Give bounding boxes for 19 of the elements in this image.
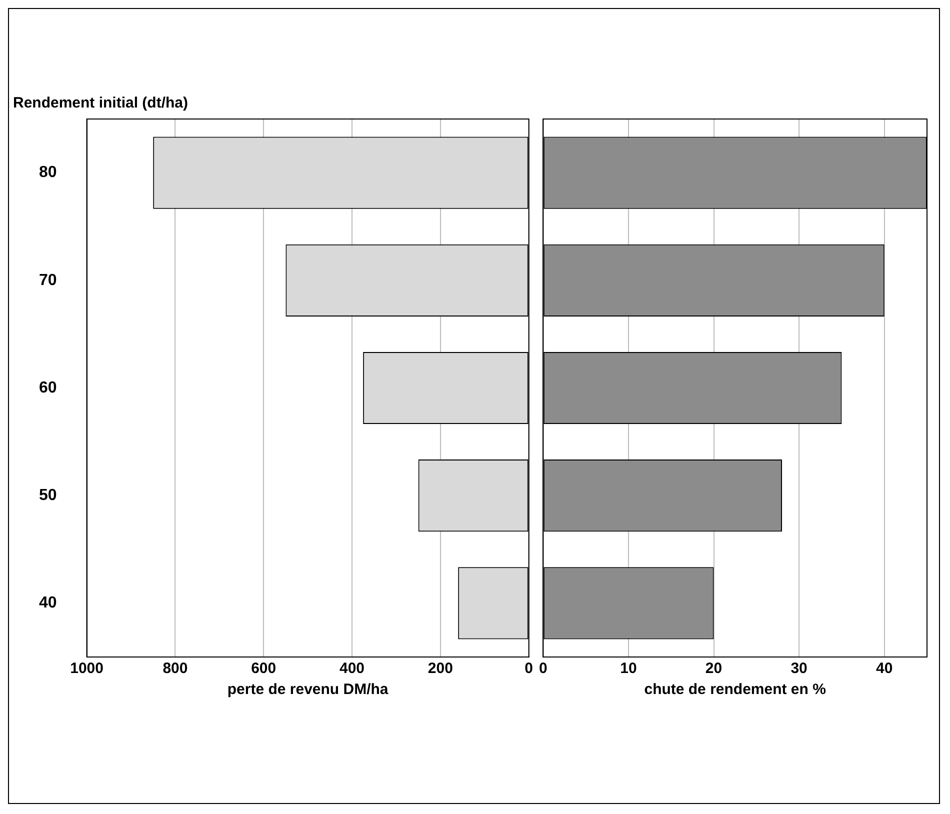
y-tick-label: 80 <box>39 164 57 182</box>
x-tick-label: 40 <box>876 660 893 678</box>
y-tick-label: 50 <box>39 487 57 504</box>
x-tick-label: 0 <box>539 660 548 678</box>
y-tick-label: 40 <box>39 594 57 612</box>
x-tick-label: 1000 <box>70 660 104 678</box>
x-tick-label: 20 <box>705 660 722 678</box>
x-tick-label: 200 <box>428 660 453 678</box>
y-axis-title: Rendement initial (dt/ha) <box>13 94 188 112</box>
x-axis-title: perte de revenu DM/ha <box>227 681 389 698</box>
x-tick-label: 800 <box>162 660 188 678</box>
x-tick-label: 400 <box>340 660 365 678</box>
x-tick-label: 30 <box>790 660 808 678</box>
x-tick-label: 0 <box>524 660 533 678</box>
x-axis-title: chute de rendement en % <box>644 681 826 698</box>
x-tick-label: 600 <box>251 660 276 678</box>
x-tick-label: 10 <box>620 660 637 678</box>
y-tick-label: 70 <box>39 272 57 289</box>
y-tick-label: 60 <box>39 379 57 396</box>
